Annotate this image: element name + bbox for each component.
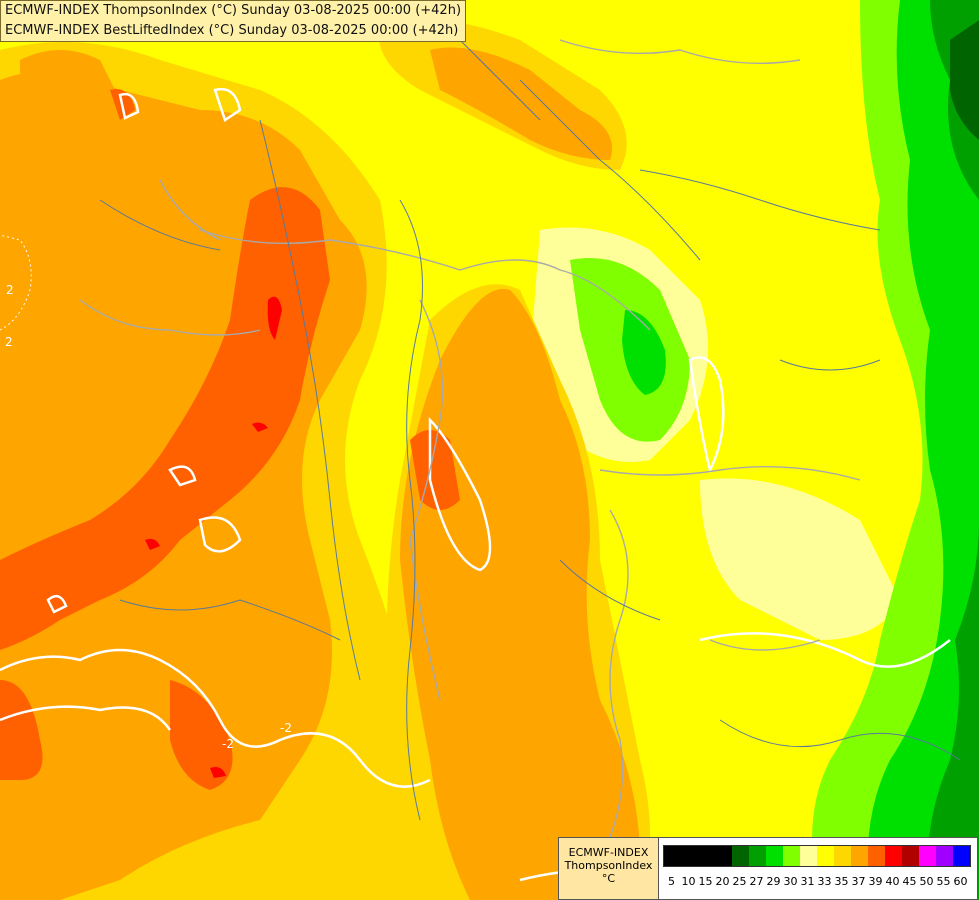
contour-label: -2 <box>222 737 234 751</box>
legend-tick-label: 35 <box>834 875 849 888</box>
zone-31 <box>700 478 900 640</box>
legend-swatch <box>834 846 851 866</box>
legend-tick-label: 30 <box>783 875 798 888</box>
title-line-thompson: ECMWF-INDEX ThompsonIndex (°C) Sunday 03… <box>5 3 462 18</box>
zone-37 <box>400 288 640 900</box>
legend-tick-label: 5 <box>668 875 675 888</box>
legend-swatch <box>715 846 732 866</box>
zone-40 <box>252 422 268 432</box>
legend-tick-label: 10 <box>681 875 696 888</box>
zone-39 <box>170 680 233 790</box>
legend-model: ECMWF-INDEX <box>568 846 649 859</box>
color-legend: ECMWF-INDEX ThompsonIndex °C 5 10 15 20 25 27… <box>558 837 978 900</box>
title-line-lifted: ECMWF-INDEX BestLiftedIndex (°C) Sunday … <box>5 23 459 38</box>
legend-label: ECMWF-INDEX ThompsonIndex °C <box>559 838 659 899</box>
zone-29 <box>867 0 979 900</box>
admin-lines <box>99 39 961 821</box>
legend-tick-label: 40 <box>885 875 900 888</box>
legend-tick-label: 31 <box>800 875 815 888</box>
contour-label: -2 <box>280 721 292 735</box>
legend-swatch <box>953 846 970 866</box>
legend-swatch <box>902 846 919 866</box>
legend-tick-label: 45 <box>902 875 917 888</box>
zone-29 <box>622 310 666 395</box>
legend-swatch <box>885 846 902 866</box>
zone-40 <box>210 767 226 778</box>
lifted-index-contours <box>0 87 951 900</box>
legend-swatch <box>732 846 749 866</box>
legend-tick-label: 29 <box>766 875 781 888</box>
legend-swatch <box>681 846 698 866</box>
legend-tick-label: 15 <box>698 875 713 888</box>
dotted-contour <box>0 234 32 331</box>
legend-unit: °C <box>601 872 616 885</box>
legend-tick-label: 50 <box>919 875 934 888</box>
legend-tick-label: 39 <box>868 875 883 888</box>
legend-swatch <box>766 846 783 866</box>
legend-swatch <box>698 846 715 866</box>
legend-swatches <box>663 845 971 867</box>
country-borders <box>79 39 861 861</box>
contour-label: 2 <box>6 283 14 297</box>
zone-27 <box>927 0 979 900</box>
legend-swatch <box>664 846 681 866</box>
zone-37 <box>430 47 612 160</box>
legend-ticks: 5 10 15 20 25 27 29 30 31 33 35 37 39 40 45 50 55 60 <box>663 875 969 888</box>
legend-swatch <box>783 846 800 866</box>
zone-39 <box>0 680 43 780</box>
legend-tick-label: 25 <box>732 875 747 888</box>
contour-label: 2 <box>5 335 13 349</box>
legend-swatch <box>800 846 817 866</box>
zone-40 <box>267 296 282 340</box>
legend-swatch <box>936 846 953 866</box>
legend-swatch <box>868 846 885 866</box>
legend-swatch <box>749 846 766 866</box>
legend-swatch <box>919 846 936 866</box>
zone-39 <box>410 430 460 510</box>
map-title: ECMWF-INDEX ThompsonIndex (°C) Sunday 03… <box>0 0 467 42</box>
legend-tick-label: 37 <box>851 875 866 888</box>
zone-25 <box>950 20 979 140</box>
legend-parameter: ThompsonIndex <box>564 859 653 872</box>
zone-40 <box>145 538 160 550</box>
legend-swatch <box>817 846 834 866</box>
legend-tick-label: 55 <box>936 875 951 888</box>
legend-tick-label: 60 <box>953 875 968 888</box>
zone-39 <box>0 187 330 650</box>
legend-swatch <box>851 846 868 866</box>
legend-tick-label: 33 <box>817 875 832 888</box>
legend-tick-label: 20 <box>715 875 730 888</box>
legend-tick-label: 27 <box>749 875 764 888</box>
zone-37 <box>20 50 120 140</box>
